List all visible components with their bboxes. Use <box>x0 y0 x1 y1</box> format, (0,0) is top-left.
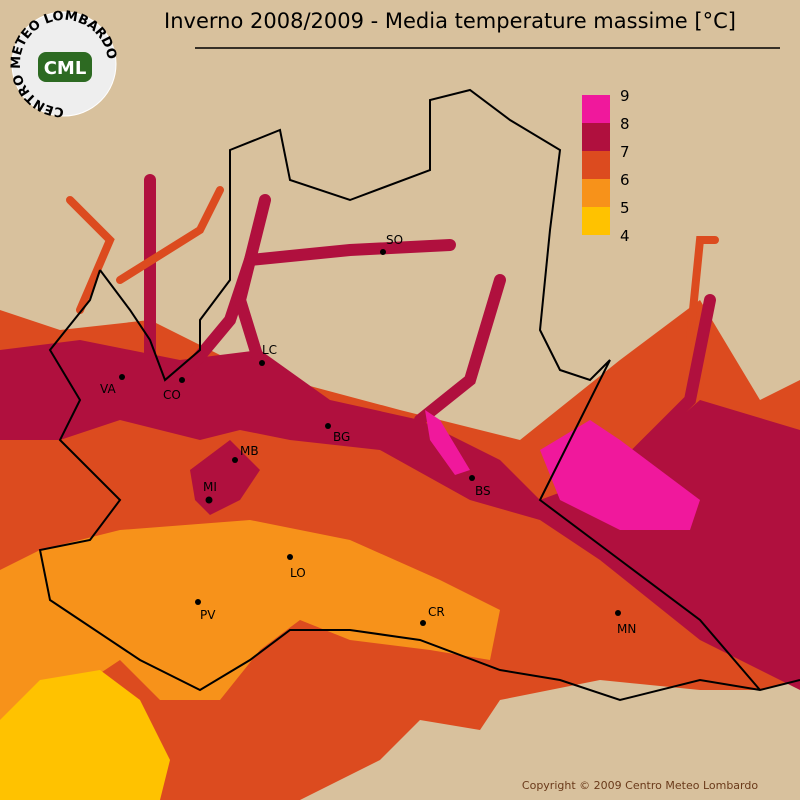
logo: CENTRO METEO LOMBARDO CML <box>9 9 119 120</box>
borders <box>38 88 800 702</box>
city-label: LC <box>262 343 277 357</box>
legend-swatch <box>582 123 610 151</box>
city-label: SO <box>386 233 403 247</box>
logo-badge <box>38 52 92 82</box>
legend-swatch <box>582 95 610 123</box>
zone-6 <box>0 520 500 720</box>
zone-9 <box>540 420 700 530</box>
cities: SO LC VA CO BG MB MI BS LO PV CR MN <box>100 233 636 636</box>
city-label: LO <box>290 566 306 580</box>
city-label: VA <box>100 382 116 396</box>
legend-label: 5 <box>620 199 630 217</box>
city-label: MI <box>203 480 217 494</box>
valleys-warm <box>66 186 719 344</box>
valleys <box>144 174 716 476</box>
legend-label: 6 <box>620 171 630 189</box>
legend-label: 4 <box>620 227 630 245</box>
title: Inverno 2008/2009 - Media temperature ma… <box>164 9 736 33</box>
legend-swatch <box>582 207 610 235</box>
title-bar: Inverno 2008/2009 - Media temperature ma… <box>164 9 780 49</box>
city-label: BG <box>333 430 350 444</box>
legend: 9 8 7 6 5 4 <box>582 87 630 245</box>
zone-8 <box>0 340 800 690</box>
city-label: CO <box>163 388 181 402</box>
logo-abbr: CML <box>44 58 87 79</box>
city-label: CR <box>428 605 445 619</box>
legend-swatch <box>582 151 610 179</box>
zone-5 <box>0 670 170 800</box>
city-label: MN <box>617 622 636 636</box>
legend-label: 8 <box>620 115 630 133</box>
legend-swatch <box>582 179 610 207</box>
zone-8 <box>190 440 260 515</box>
legend-label: 7 <box>620 143 630 161</box>
legend-label: 9 <box>620 87 630 105</box>
city-label: MB <box>240 444 259 458</box>
zone-9 <box>425 410 470 475</box>
copyright: Copyright © 2009 Centro Meteo Lombardo <box>522 779 758 792</box>
city-label: BS <box>475 484 491 498</box>
city-label: PV <box>200 608 216 622</box>
